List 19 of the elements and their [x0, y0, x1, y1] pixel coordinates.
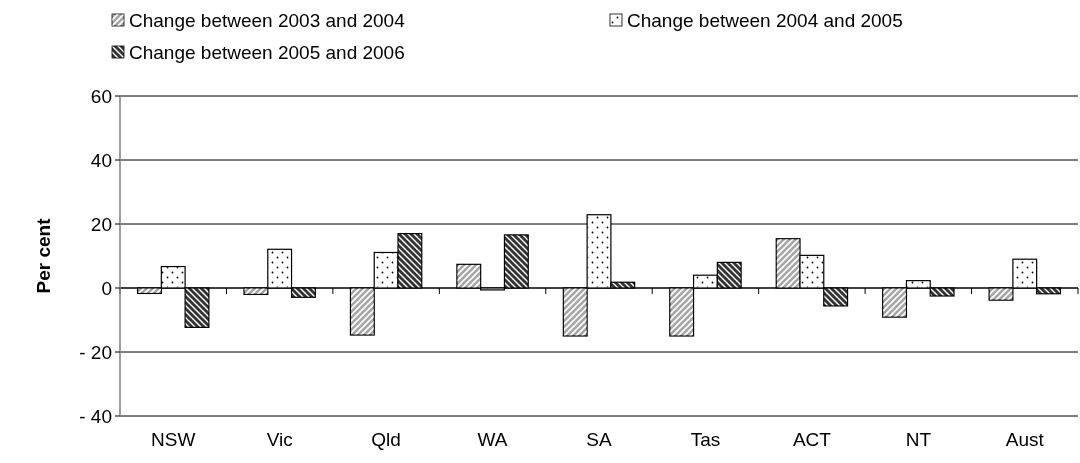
x-tick-label: SA	[586, 429, 612, 450]
y-tick-label: 0	[101, 277, 112, 299]
x-tick-label: Aust	[1005, 429, 1045, 450]
y-axis-title: Per cent	[33, 217, 54, 294]
y-tick-label: 60	[90, 85, 112, 107]
x-tick-label: Tas	[690, 429, 721, 450]
x-tick-label: NT	[905, 429, 932, 450]
x-tick-label: Vic	[266, 429, 293, 450]
legend-label: Change between 2005 and 2006	[129, 41, 405, 63]
x-tick-label: ACT	[792, 429, 832, 450]
legend-label: Change between 2004 and 2005	[627, 9, 903, 31]
y-tick-label: - 20	[79, 341, 112, 363]
y-tick-label: 20	[90, 213, 112, 235]
x-tick-label: Qld	[371, 429, 401, 450]
x-tick-label: WA	[477, 429, 508, 450]
legend-label: Change between 2003 and 2004	[129, 9, 406, 31]
x-tick-label: NSW	[151, 429, 196, 450]
y-tick-label: 40	[90, 149, 112, 171]
y-tick-label: - 40	[79, 405, 112, 427]
